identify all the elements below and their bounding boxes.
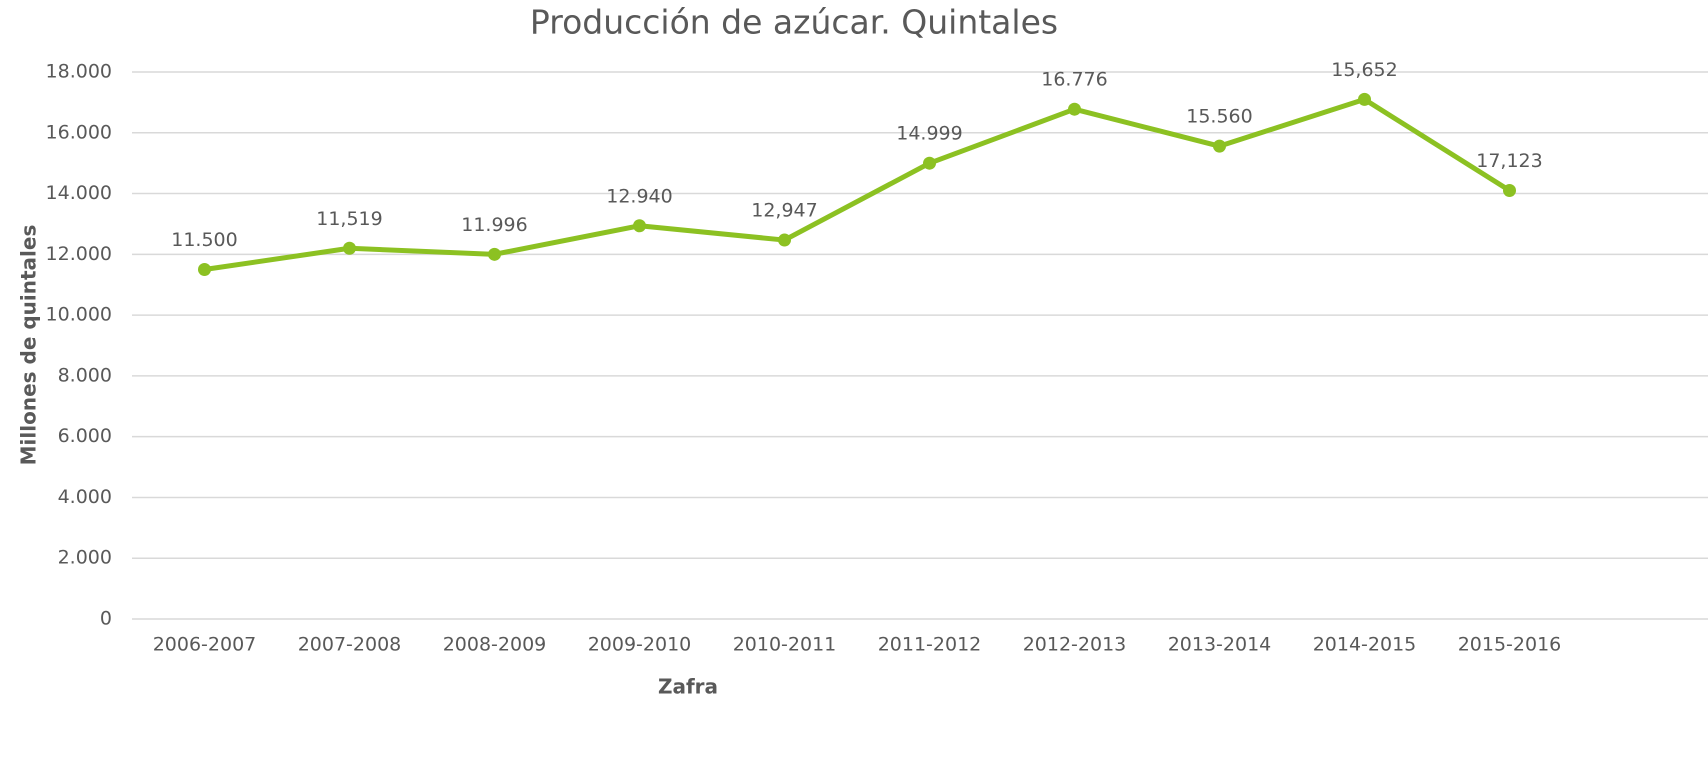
- y-tick-label: 4.000: [58, 486, 112, 508]
- marker: [778, 233, 791, 247]
- marker: [488, 247, 501, 261]
- marker: [1068, 102, 1081, 116]
- x-axis-label: Zafra: [658, 675, 718, 699]
- y-tick-label: 16.000: [46, 121, 112, 143]
- data-label: 15,652: [1331, 59, 1397, 81]
- y-tick-label: 6.000: [58, 425, 112, 447]
- marker: [1503, 184, 1516, 198]
- data-label: 11,519: [316, 208, 382, 230]
- y-tick-label: 0: [100, 608, 112, 630]
- data-label: 16.776: [1041, 69, 1107, 91]
- x-tick-label: 2010-2011: [733, 634, 837, 656]
- y-tick-label: 2.000: [58, 547, 112, 569]
- x-tick-label: 2009-2010: [588, 634, 692, 656]
- x-tick-label: 2012-2013: [1023, 634, 1127, 656]
- data-label: 15.560: [1186, 106, 1252, 128]
- marker: [1213, 139, 1226, 153]
- x-tick-label: 2015-2016: [1458, 634, 1562, 656]
- x-tick-label: 2014-2015: [1313, 634, 1417, 656]
- data-label: 17,123: [1476, 150, 1542, 172]
- data-label: 12,947: [751, 200, 817, 222]
- y-axis-label: Millones de quintales: [17, 225, 41, 466]
- y-tick-label: 18.000: [46, 61, 112, 83]
- data-label: 11.500: [171, 229, 237, 251]
- data-label: 14.999: [896, 123, 962, 145]
- x-tick-label: 2011-2012: [878, 634, 982, 656]
- x-tick-label: 2013-2014: [1168, 634, 1272, 656]
- x-tick-label: 2006-2007: [153, 634, 257, 656]
- y-tick-label: 14.000: [46, 182, 112, 204]
- y-tick-label: 12.000: [46, 243, 112, 265]
- series-line: [204, 96, 1511, 273]
- marker: [1358, 92, 1371, 106]
- y-tick-label: 8.000: [58, 364, 112, 386]
- chart-title: Producción de azúcar. Quintales: [530, 3, 1058, 42]
- y-tick-label: 10.000: [46, 304, 112, 326]
- data-label: 11.996: [461, 214, 527, 236]
- marker: [923, 156, 936, 170]
- x-tick-label: 2008-2009: [443, 634, 547, 656]
- marker: [343, 241, 356, 255]
- data-label: 12.940: [606, 185, 672, 207]
- marker: [198, 263, 211, 277]
- x-tick-label: 2007-2008: [298, 634, 402, 656]
- marker: [633, 219, 646, 233]
